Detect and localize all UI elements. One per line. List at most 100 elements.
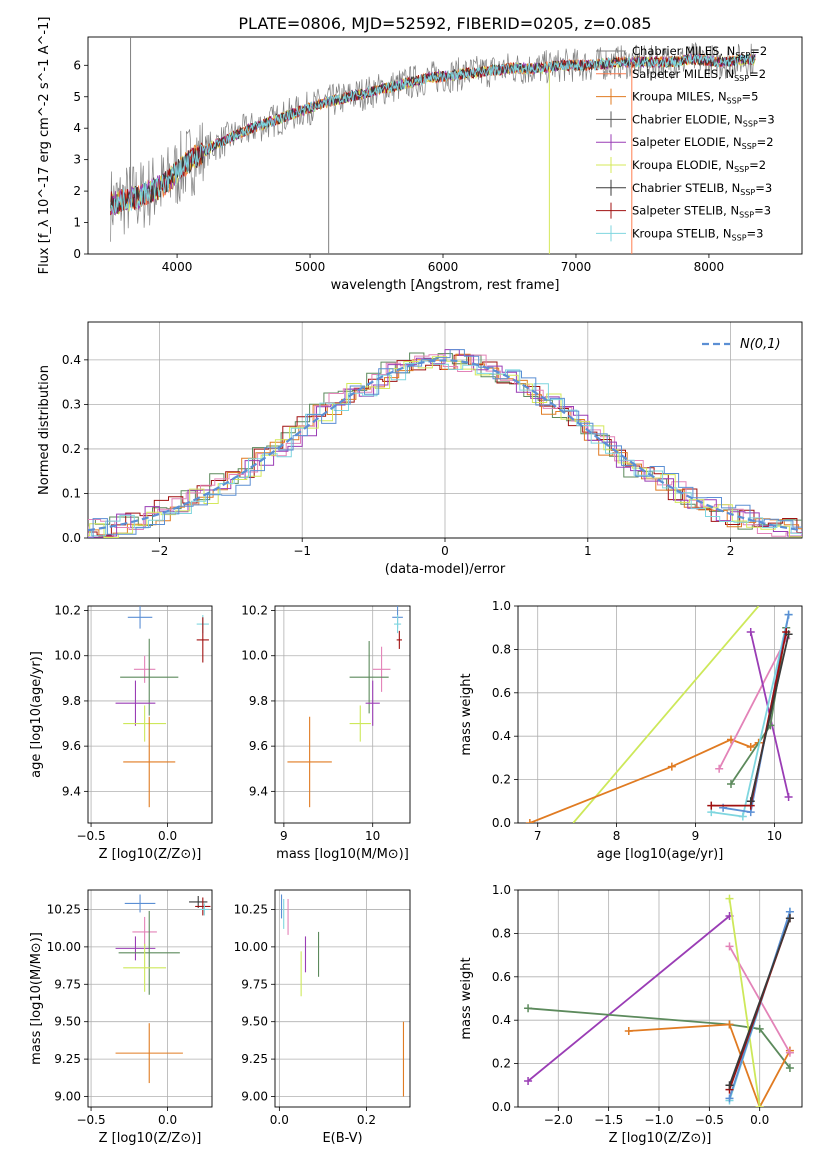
legend-label-sub: SSP — [732, 233, 747, 242]
y-tick-label: 0.8 — [492, 642, 511, 656]
x-axis-label: wavelength [Angstrom, rest frame] — [331, 278, 560, 293]
x-tick-label: 2 — [727, 544, 735, 558]
plot-area — [525, 606, 793, 823]
x-tick-label: 7 — [534, 829, 542, 843]
histogram-step — [88, 353, 802, 538]
axes-frame — [87, 605, 213, 824]
plot-area — [110, 37, 756, 254]
spectrum-line — [110, 52, 756, 214]
y-axis-label: Flux [f_λ 10^-17 erg cm^-2 s^-1 A^-1] — [37, 17, 52, 275]
x-tick-label: −0.5 — [76, 1113, 105, 1127]
plot-area — [88, 349, 802, 538]
y-tick-label: 5 — [73, 90, 81, 104]
legend-entry: Chabrier STELIB, NSSP=3 — [596, 179, 772, 197]
weight-line — [728, 898, 761, 1107]
y-tick-label: 9.00 — [54, 1090, 81, 1104]
plot-area — [287, 606, 403, 808]
chart-mass_vs_ebv: 0.0 0.2 9.00 9.25 9.50 9.75 10.00 10.25 E(B-V) — [234, 889, 411, 1146]
errorbar-point — [195, 897, 211, 916]
errorbar-point — [349, 705, 371, 742]
weight-marker — [746, 743, 755, 752]
chart-age_vs_Z: −0.5 0.0 9.4 9.6 9.8 10.0 10.2 Z [log10(Z/Z⊙)] a… — [29, 604, 213, 862]
y-tick-label: 0.1 — [62, 486, 81, 500]
y-tick-label: 0.6 — [492, 970, 511, 984]
legend-label-main: Kroupa ELODIE, N — [632, 158, 734, 172]
legend-label-tail: =3 — [754, 204, 771, 218]
y-tick-label: 9.50 — [54, 1015, 81, 1029]
weight-marker — [715, 764, 724, 773]
x-tick-label: 9 — [280, 829, 288, 843]
legend-label-tail: =2 — [750, 44, 767, 58]
weight-line — [528, 1007, 791, 1069]
y-tick-label: 9.8 — [249, 694, 268, 708]
legend-label-main: Chabrier STELIB, N — [632, 181, 740, 195]
y-tick-label: 10.0 — [241, 649, 268, 663]
axes-frame — [87, 889, 213, 1108]
x-tick-label: −2.0 — [544, 1113, 573, 1127]
errorbar-point — [115, 680, 156, 726]
weight-marker — [524, 1076, 533, 1085]
errorbar-point — [287, 716, 332, 808]
legend-entry: Kroupa ELODIE, NSSP=2 — [596, 157, 766, 174]
legend-label-tail: =2 — [749, 158, 766, 172]
x-tick-label: 0 — [441, 544, 449, 558]
errorbar-point — [133, 655, 156, 683]
weight-marker — [725, 1020, 734, 1029]
legend-label-tail: =3 — [747, 226, 764, 240]
x-tick-label: −0.5 — [695, 1113, 724, 1127]
weight-marker — [784, 630, 793, 639]
y-tick-label: 10.0 — [54, 649, 81, 663]
plot-area — [524, 894, 794, 1107]
axes-frame — [274, 605, 411, 824]
y-tick-label: 10.25 — [47, 902, 81, 916]
errorbar-point — [132, 916, 157, 947]
y-tick-label: 0.8 — [492, 926, 511, 940]
chart-weight_vs_age: 7 8 9 10 0.0 0.2 0.4 0.6 0.8 1.0 age [log10(age/yr… — [459, 599, 803, 862]
x-tick-label: 0.2 — [357, 1113, 376, 1127]
y-tick-label: 9.00 — [241, 1090, 268, 1104]
y-tick-label: 0.3 — [62, 397, 81, 411]
weight-marker — [667, 762, 676, 771]
weight-line — [529, 738, 760, 823]
x-tick-label: 9 — [692, 829, 700, 843]
spectrum-line — [110, 41, 756, 242]
legend-label: Chabrier MILES, NSSP=2 — [632, 44, 767, 60]
x-tick-label: 6000 — [428, 260, 459, 274]
errorbar-point — [349, 641, 389, 714]
legend-label-main: Chabrier ELODIE, N — [632, 112, 743, 126]
weight-line — [728, 917, 791, 1086]
y-tick-label: 1 — [73, 216, 81, 230]
x-axis-label: Z [log10(Z/Z⊙)] — [609, 1131, 712, 1146]
legend-label-sub: SSP — [739, 211, 754, 220]
y-axis-label: mass weight — [459, 673, 474, 755]
weight-marker — [784, 792, 793, 801]
x-tick-label: −2 — [151, 544, 169, 558]
errorbar-point — [199, 903, 209, 916]
y-tick-label: 4 — [73, 121, 81, 135]
y-tick-label: 1.0 — [492, 599, 511, 613]
x-tick-label: 0.0 — [750, 1113, 769, 1127]
legend-label: Salpeter STELIB, NSSP=3 — [632, 204, 771, 220]
weight-marker — [524, 1004, 533, 1013]
histogram-step — [88, 360, 802, 537]
legend-label-sub: SSP — [734, 165, 749, 174]
weight-marker — [624, 1027, 633, 1036]
x-tick-label: 0.0 — [158, 1113, 177, 1127]
weight-marker — [707, 801, 716, 810]
y-tick-label: 0.0 — [62, 531, 81, 545]
legend-entry: Salpeter STELIB, NSSP=3 — [596, 202, 771, 220]
weight-marker — [725, 1094, 734, 1103]
legend-label-main: Chabrier MILES, N — [632, 44, 735, 58]
legend-label-main: Salpeter STELIB, N — [632, 204, 739, 218]
histogram-step — [88, 354, 802, 536]
errorbar-point — [123, 716, 176, 808]
legend-label-main: Kroupa STELIB, N — [632, 226, 732, 240]
legend-entry: Chabrier ELODIE, NSSP=3 — [596, 111, 775, 128]
chart-age_vs_mass: 9 10 9.4 9.6 9.8 10.0 10.2 mass [log10(M/M⊙)] — [241, 604, 411, 862]
legend-label-sub: SSP — [740, 188, 755, 197]
legend-entry: N(0,1) — [702, 337, 781, 352]
y-tick-label: 0.2 — [62, 442, 81, 456]
panels: 4000 5000 6000 7000 8000 0 1 2 3 4 5 6 wavelength [A… — [29, 17, 803, 1146]
y-tick-label: 3 — [73, 153, 81, 167]
